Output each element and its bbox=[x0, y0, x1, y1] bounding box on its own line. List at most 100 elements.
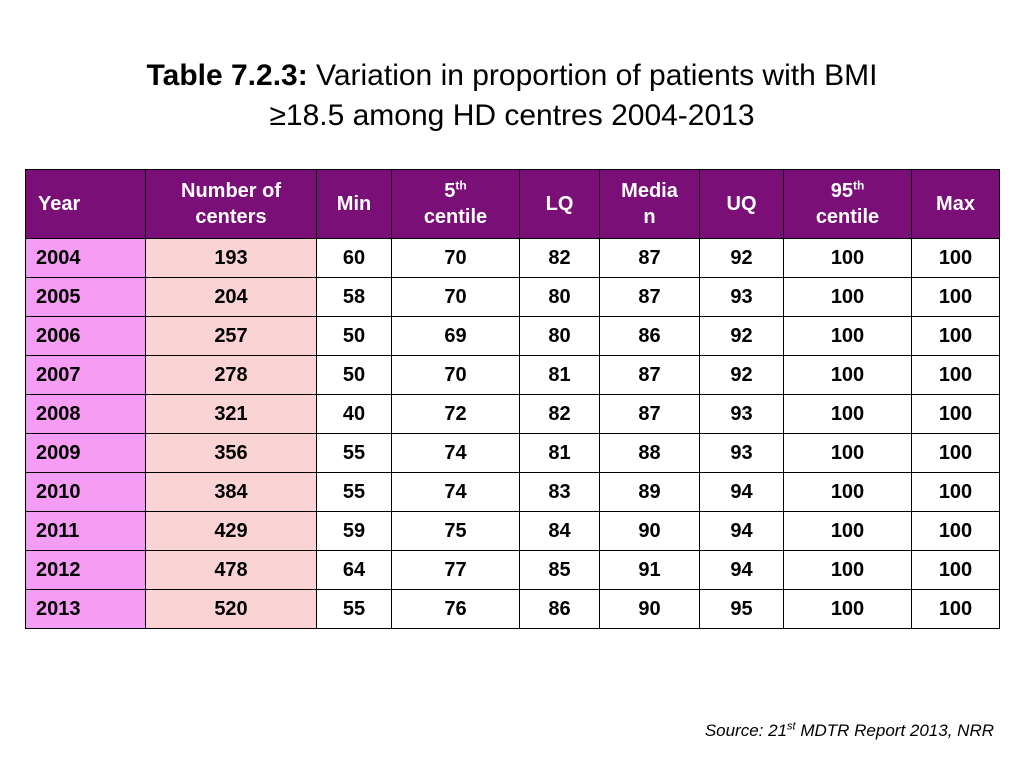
title-text-1: Variation in proportion of patients with… bbox=[307, 59, 878, 92]
cell-p5: 76 bbox=[391, 589, 520, 629]
cell-median: 90 bbox=[599, 511, 700, 551]
bmi-table: Year Number of centers Min 5th centile LQ… bbox=[25, 169, 1000, 629]
cell-min: 40 bbox=[316, 394, 392, 434]
cell-max: 100 bbox=[911, 394, 1000, 434]
cell-min: 50 bbox=[316, 355, 392, 395]
table-row: 2006 257 50 69 80 86 92 100 100 bbox=[25, 316, 1000, 356]
cell-p95: 100 bbox=[783, 394, 912, 434]
table-row: 2004 193 60 70 82 87 92 100 100 bbox=[25, 238, 1000, 278]
header-95th-centile: 95th centile bbox=[783, 169, 912, 239]
cell-min: 60 bbox=[316, 238, 392, 278]
cell-year: 2006 bbox=[25, 316, 146, 356]
cell-centers: 478 bbox=[145, 550, 317, 590]
cell-centers: 204 bbox=[145, 277, 317, 317]
page-title: Table 7.2.3: Variation in proportion of … bbox=[0, 56, 1024, 136]
cell-uq: 93 bbox=[699, 277, 784, 317]
cell-max: 100 bbox=[911, 472, 1000, 512]
cell-max: 100 bbox=[911, 355, 1000, 395]
header-median: Media n bbox=[599, 169, 700, 239]
cell-p95: 100 bbox=[783, 355, 912, 395]
cell-lq: 86 bbox=[519, 589, 600, 629]
cell-centers: 356 bbox=[145, 433, 317, 473]
cell-year: 2009 bbox=[25, 433, 146, 473]
table-row: 2007 278 50 70 81 87 92 100 100 bbox=[25, 355, 1000, 395]
cell-max: 100 bbox=[911, 550, 1000, 590]
cell-lq: 80 bbox=[519, 277, 600, 317]
header-max: Max bbox=[911, 169, 1000, 239]
source-note: Source: 21st MDTR Report 2013, NRR bbox=[704, 720, 994, 740]
header-lq: LQ bbox=[519, 169, 600, 239]
cell-lq: 82 bbox=[519, 394, 600, 434]
cell-min: 55 bbox=[316, 472, 392, 512]
cell-uq: 92 bbox=[699, 355, 784, 395]
cell-lq: 84 bbox=[519, 511, 600, 551]
header-centers: Number of centers bbox=[145, 169, 317, 239]
cell-year: 2004 bbox=[25, 238, 146, 278]
cell-min: 59 bbox=[316, 511, 392, 551]
cell-max: 100 bbox=[911, 277, 1000, 317]
cell-min: 50 bbox=[316, 316, 392, 356]
cell-year: 2007 bbox=[25, 355, 146, 395]
table-row: 2008 321 40 72 82 87 93 100 100 bbox=[25, 394, 1000, 434]
cell-median: 87 bbox=[599, 238, 700, 278]
header-year: Year bbox=[25, 169, 146, 239]
cell-p95: 100 bbox=[783, 433, 912, 473]
cell-lq: 82 bbox=[519, 238, 600, 278]
cell-max: 100 bbox=[911, 316, 1000, 356]
title-line-1: Table 7.2.3: Variation in proportion of … bbox=[0, 56, 1024, 96]
cell-median: 90 bbox=[599, 589, 700, 629]
cell-p5: 70 bbox=[391, 355, 520, 395]
cell-median: 91 bbox=[599, 550, 700, 590]
cell-lq: 81 bbox=[519, 355, 600, 395]
cell-p95: 100 bbox=[783, 316, 912, 356]
cell-p95: 100 bbox=[783, 511, 912, 551]
header-row: Year Number of centers Min 5th centile LQ… bbox=[25, 169, 1000, 239]
cell-p95: 100 bbox=[783, 550, 912, 590]
cell-centers: 278 bbox=[145, 355, 317, 395]
cell-min: 58 bbox=[316, 277, 392, 317]
cell-p95: 100 bbox=[783, 589, 912, 629]
cell-centers: 384 bbox=[145, 472, 317, 512]
cell-p5: 70 bbox=[391, 238, 520, 278]
cell-year: 2012 bbox=[25, 550, 146, 590]
cell-p95: 100 bbox=[783, 472, 912, 512]
table-number: Table 7.2.3: bbox=[146, 59, 308, 92]
cell-year: 2008 bbox=[25, 394, 146, 434]
header-min: Min bbox=[316, 169, 392, 239]
cell-p95: 100 bbox=[783, 238, 912, 278]
cell-median: 89 bbox=[599, 472, 700, 512]
table-row: 2010 384 55 74 83 89 94 100 100 bbox=[25, 472, 1000, 512]
header-uq: UQ bbox=[699, 169, 784, 239]
header-5th-centile: 5th centile bbox=[391, 169, 520, 239]
cell-median: 88 bbox=[599, 433, 700, 473]
table-row: 2005 204 58 70 80 87 93 100 100 bbox=[25, 277, 1000, 317]
cell-p5: 75 bbox=[391, 511, 520, 551]
cell-p5: 72 bbox=[391, 394, 520, 434]
cell-p5: 77 bbox=[391, 550, 520, 590]
cell-min: 64 bbox=[316, 550, 392, 590]
cell-uq: 93 bbox=[699, 433, 784, 473]
table-row: 2011 429 59 75 84 90 94 100 100 bbox=[25, 511, 1000, 551]
cell-max: 100 bbox=[911, 511, 1000, 551]
cell-lq: 80 bbox=[519, 316, 600, 356]
cell-uq: 94 bbox=[699, 472, 784, 512]
cell-min: 55 bbox=[316, 589, 392, 629]
cell-uq: 94 bbox=[699, 550, 784, 590]
cell-max: 100 bbox=[911, 238, 1000, 278]
cell-p5: 74 bbox=[391, 433, 520, 473]
cell-centers: 257 bbox=[145, 316, 317, 356]
table-row: 2009 356 55 74 81 88 93 100 100 bbox=[25, 433, 1000, 473]
cell-p5: 69 bbox=[391, 316, 520, 356]
cell-uq: 92 bbox=[699, 238, 784, 278]
cell-min: 55 bbox=[316, 433, 392, 473]
cell-median: 87 bbox=[599, 394, 700, 434]
cell-centers: 193 bbox=[145, 238, 317, 278]
table-row: 2013 520 55 76 86 90 95 100 100 bbox=[25, 589, 1000, 629]
cell-centers: 520 bbox=[145, 589, 317, 629]
cell-median: 86 bbox=[599, 316, 700, 356]
cell-p5: 74 bbox=[391, 472, 520, 512]
cell-centers: 321 bbox=[145, 394, 317, 434]
cell-uq: 95 bbox=[699, 589, 784, 629]
title-line-2: ≥18.5 among HD centres 2004-2013 bbox=[269, 99, 755, 132]
cell-max: 100 bbox=[911, 433, 1000, 473]
